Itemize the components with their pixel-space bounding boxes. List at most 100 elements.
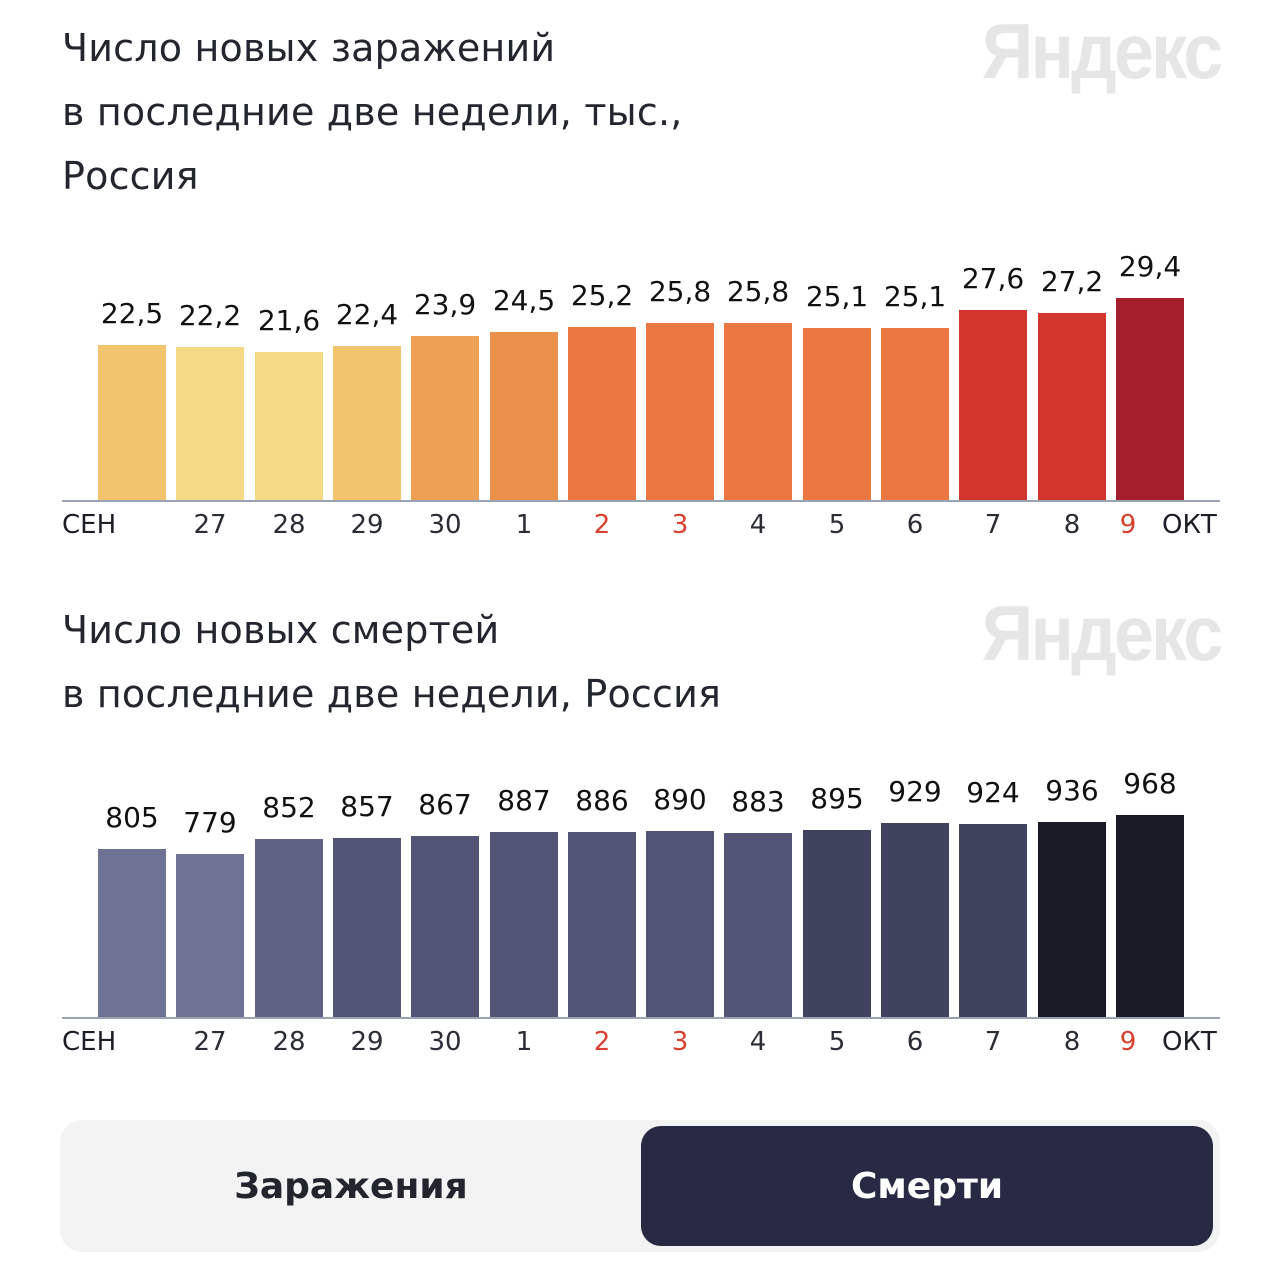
bar[interactable]	[724, 833, 792, 1017]
bar-value-label: 25,2	[570, 279, 634, 312]
bar-value-label: 968	[1123, 767, 1177, 800]
bar-value-label: 25,8	[726, 275, 790, 308]
x-tick-label: 2	[593, 510, 611, 540]
bar-value-label: 22,5	[100, 297, 164, 330]
bar[interactable]	[959, 824, 1027, 1017]
x-tick-label: 27	[193, 1027, 227, 1057]
bar-value-label: 929	[888, 775, 942, 808]
bar-value-label: 867	[418, 788, 472, 821]
bar[interactable]	[803, 328, 871, 500]
bar[interactable]	[490, 832, 558, 1017]
bar[interactable]	[411, 336, 479, 500]
bar[interactable]	[98, 849, 166, 1017]
bar-value-label: 25,8	[648, 275, 712, 308]
bar-value-label: 21,6	[257, 304, 321, 337]
metric-toggle: Заражения Смерти	[60, 1120, 1220, 1252]
bar[interactable]	[1116, 815, 1184, 1017]
x-tick-label: 8	[1063, 510, 1081, 540]
bar-value-label: 25,1	[883, 280, 947, 313]
title-line: Число новых заражений	[62, 26, 556, 70]
bar-value-label: 883	[731, 785, 785, 818]
bar-value-label: 29,4	[1118, 250, 1182, 283]
x-tick-label: 6	[906, 510, 924, 540]
x-tick-label: 9	[1119, 1027, 1137, 1057]
x-tick-label: 2	[593, 1027, 611, 1057]
bar[interactable]	[255, 352, 323, 500]
x-tick-label: 7	[984, 1027, 1002, 1057]
bar-value-label: 936	[1045, 774, 1099, 807]
bar-value-label: 24,5	[492, 284, 556, 317]
deaths-title: Число новых смертей в последние две неде…	[62, 598, 721, 726]
bar[interactable]	[98, 345, 166, 500]
title-line: Число новых смертей	[62, 608, 500, 652]
bar-value-label: 852	[262, 791, 316, 824]
bar-value-label: 924	[966, 776, 1020, 809]
yandex-logo: Яндекс	[981, 7, 1222, 95]
month-label-start: СЕН	[62, 1027, 117, 1057]
bar[interactable]	[255, 839, 323, 1017]
infections-tab-button[interactable]: Заражения	[234, 1165, 468, 1207]
bar-value-label: 27,6	[961, 262, 1025, 295]
x-tick-label: 1	[515, 1027, 533, 1057]
bar-value-label: 890	[653, 783, 707, 816]
x-tick-label: 3	[671, 510, 689, 540]
bar-value-label: 779	[183, 806, 237, 839]
bar-value-label: 886	[575, 784, 629, 817]
bar-value-label: 23,9	[413, 288, 477, 321]
x-tick-label: 1	[515, 510, 533, 540]
bar[interactable]	[646, 323, 714, 500]
bar[interactable]	[959, 310, 1027, 500]
bar[interactable]	[646, 831, 714, 1017]
x-tick-label: 5	[828, 1027, 846, 1057]
x-tick-label: 4	[749, 1027, 767, 1057]
infections-title: Число новых заражений в последние две не…	[62, 16, 683, 208]
bar[interactable]	[176, 854, 244, 1017]
title-line: в последние две недели, тыс.,	[62, 90, 683, 134]
bar[interactable]	[803, 830, 871, 1017]
bar[interactable]	[1116, 298, 1184, 500]
x-tick-label: 9	[1119, 510, 1137, 540]
bar[interactable]	[724, 323, 792, 500]
x-tick-label: 28	[272, 510, 306, 540]
title-line: Россия	[62, 154, 199, 198]
bar[interactable]	[1038, 822, 1106, 1017]
bar-value-label: 22,2	[178, 299, 242, 332]
x-tick-label: 8	[1063, 1027, 1081, 1057]
bar-value-label: 857	[340, 790, 394, 823]
x-tick-label: 28	[272, 1027, 306, 1057]
x-tick-label: 30	[428, 1027, 462, 1057]
bar[interactable]	[176, 347, 244, 500]
x-tick-label: 29	[350, 1027, 384, 1057]
bar[interactable]	[490, 332, 558, 500]
bar-value-label: 895	[810, 782, 864, 815]
bar-value-label: 805	[105, 801, 159, 834]
bar-value-label: 27,2	[1040, 265, 1104, 298]
month-label-start: СЕН	[62, 510, 117, 540]
x-axis-line	[62, 1017, 1220, 1019]
deaths-tab-button[interactable]: Смерти	[641, 1126, 1213, 1246]
bar[interactable]	[1038, 313, 1106, 500]
x-tick-label: 4	[749, 510, 767, 540]
bar[interactable]	[411, 836, 479, 1017]
yandex-logo: Яндекс	[981, 589, 1222, 677]
x-tick-label: 27	[193, 510, 227, 540]
bar-value-label: 22,4	[335, 298, 399, 331]
month-label-end: ОКТ	[1162, 1027, 1217, 1057]
x-tick-label: 5	[828, 510, 846, 540]
bar[interactable]	[333, 838, 401, 1017]
x-axis-line	[62, 500, 1220, 502]
x-tick-label: 7	[984, 510, 1002, 540]
bar[interactable]	[568, 327, 636, 500]
bar-value-label: 25,1	[805, 280, 869, 313]
x-tick-label: 6	[906, 1027, 924, 1057]
bar[interactable]	[568, 832, 636, 1017]
bar[interactable]	[333, 346, 401, 500]
bar-value-label: 887	[497, 784, 551, 817]
x-tick-label: 30	[428, 510, 462, 540]
bar[interactable]	[881, 823, 949, 1017]
x-tick-label: 29	[350, 510, 384, 540]
title-line: в последние две недели, Россия	[62, 672, 722, 716]
x-tick-label: 3	[671, 1027, 689, 1057]
month-label-end: ОКТ	[1162, 510, 1217, 540]
bar[interactable]	[881, 328, 949, 500]
